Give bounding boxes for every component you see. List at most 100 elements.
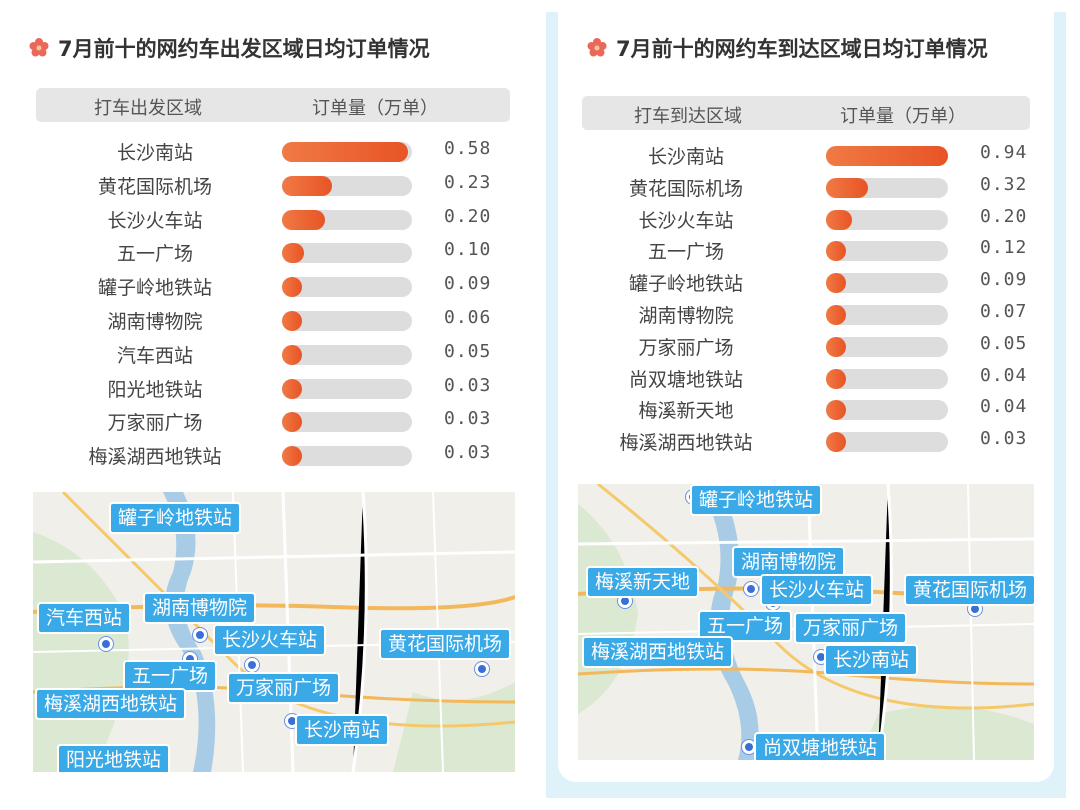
bar-value-label: 0.03 — [444, 408, 492, 430]
bar-value-label: 0.04 — [980, 364, 1028, 386]
bar-category-label: 五一广场 — [647, 241, 724, 264]
bar-category-label: 阳光地铁站 — [107, 378, 203, 401]
bar-track — [826, 146, 948, 166]
bar-row: 五一广场 0.10 — [60, 236, 510, 266]
bar-fill — [826, 241, 846, 262]
map-label: 梅溪新天地 — [586, 566, 700, 598]
bar-category-label: 罐子岭地铁站 — [97, 277, 212, 300]
bar-fill — [282, 446, 302, 467]
map-label: 罐子岭地铁站 — [690, 484, 823, 516]
bar-row: 梅溪湖西地铁站 0.03 — [60, 439, 510, 469]
bar-category-label: 梅溪湖西地铁站 — [88, 446, 222, 469]
map-label: 汽车西站 — [37, 602, 132, 634]
map-label: 湖南博物院 — [143, 592, 257, 624]
bar-row: 尚双塘地铁站 0.04 — [596, 362, 1026, 392]
bar-track — [282, 412, 412, 433]
map-label: 黄花国际机场 — [904, 574, 1034, 606]
bar-category-label: 罐子岭地铁站 — [628, 273, 743, 296]
bar-track — [282, 243, 412, 264]
bar-fill — [282, 344, 302, 365]
bar-fill — [826, 146, 948, 166]
bar-track — [282, 175, 412, 196]
bar-value-label: 0.32 — [980, 173, 1028, 195]
map-label: 梅溪湖西地铁站 — [35, 688, 187, 720]
bar-category-label: 梅溪湖西地铁站 — [619, 432, 753, 455]
bar-row: 罐子岭地铁站 0.09 — [596, 266, 1026, 296]
right-panel-card: 7月前十的网约车到达区域日均订单情况 打车到达区域 订单量（万单） 长沙南站 0.… — [558, 12, 1054, 782]
bar-fill — [282, 412, 302, 433]
bar-value-label: 0.03 — [980, 428, 1028, 450]
bar-category-label: 万家丽广场 — [638, 336, 734, 359]
bar-row: 阳光地铁站 0.03 — [60, 372, 510, 402]
bar-category-label: 梅溪新天地 — [638, 400, 734, 423]
map-label: 黄花国际机场 — [379, 628, 512, 660]
bar-fill — [826, 432, 846, 453]
bar-category-label: 长沙火车站 — [638, 209, 734, 232]
bar-category-label: 黄花国际机场 — [97, 175, 212, 198]
map-label: 长沙南站 — [295, 714, 390, 746]
bar-value-label: 0.12 — [980, 237, 1028, 259]
bar-fill — [282, 209, 326, 230]
bar-row: 长沙火车站 0.20 — [596, 203, 1026, 233]
bar-value-label: 0.04 — [980, 396, 1028, 418]
map-label: 尚双塘地铁站 — [754, 732, 887, 760]
bar-value-label: 0.05 — [980, 332, 1028, 354]
map-label: 万家丽广场 — [227, 672, 341, 704]
bar-row: 万家丽广场 0.03 — [60, 405, 510, 435]
bar-fill — [826, 400, 846, 421]
location-pin-icon — [99, 637, 113, 651]
bar-fill — [826, 305, 846, 325]
bar-category-label: 长沙火车站 — [107, 209, 203, 232]
left-header-orders: 订单量（万单） — [312, 98, 438, 119]
map-label: 万家丽广场 — [794, 612, 908, 644]
flower-icon — [29, 38, 49, 57]
right-table-header: 打车到达区域 订单量（万单） — [582, 96, 1030, 130]
bar-row: 罐子岭地铁站 0.09 — [60, 270, 510, 300]
bar-row: 长沙南站 0.58 — [60, 135, 510, 165]
bar-value-label: 0.03 — [444, 374, 492, 396]
bar-fill — [826, 368, 846, 389]
bar-value-label: 0.07 — [980, 301, 1028, 322]
right-panel: 7月前十的网约车到达区域日均订单情况 打车到达区域 订单量（万单） 长沙南站 0.… — [546, 12, 1066, 798]
bar-fill — [282, 142, 408, 162]
bar-value-label: 0.10 — [444, 239, 492, 261]
bar-value-label: 0.03 — [444, 442, 492, 464]
bar-row: 五一广场 0.12 — [596, 234, 1026, 264]
bar-value-label: 0.09 — [444, 273, 492, 295]
bar-track — [282, 277, 412, 298]
bar-track — [282, 378, 412, 399]
bar-track — [826, 400, 948, 421]
bar-value-label: 0.94 — [980, 142, 1028, 163]
location-pin-icon — [475, 662, 489, 676]
bar-track — [826, 177, 948, 198]
bar-value-label: 0.58 — [444, 138, 492, 159]
bar-fill — [282, 277, 302, 298]
right-header-orders: 订单量（万单） — [840, 106, 966, 127]
bar-track — [826, 241, 948, 262]
bar-value-label: 0.20 — [444, 205, 492, 227]
bar-category-label: 汽车西站 — [116, 344, 193, 367]
right-title: 7月前十的网约车到达区域日均订单情况 — [586, 33, 988, 63]
bar-value-label: 0.05 — [444, 340, 492, 362]
bar-row: 长沙火车站 0.20 — [60, 203, 510, 233]
bar-fill — [282, 311, 302, 331]
map-label: 阳光地铁站 — [57, 744, 171, 772]
bar-row: 湖南博物院 0.06 — [60, 304, 510, 334]
map-label: 长沙火车站 — [760, 574, 874, 606]
bar-category-label: 长沙南站 — [116, 142, 193, 164]
bar-track — [282, 446, 412, 467]
left-panel: 7月前十的网约车出发区域日均订单情况 打车出发区域 订单量（万单） 长沙南站 0.… — [29, 37, 515, 772]
bar-category-label: 万家丽广场 — [107, 412, 203, 435]
bar-row: 梅溪湖西地铁站 0.03 — [596, 425, 1026, 455]
left-table-header: 打车出发区域 订单量（万单） — [36, 88, 510, 122]
bar-track — [282, 344, 412, 365]
bar-row: 湖南博物院 0.07 — [596, 298, 1026, 328]
bar-fill — [282, 175, 332, 196]
bar-value-label: 0.06 — [444, 307, 492, 328]
bar-row: 梅溪新天地 0.04 — [596, 393, 1026, 423]
location-pin-icon — [245, 658, 259, 672]
right-header-area: 打车到达区域 — [634, 106, 742, 127]
bar-row: 长沙南站 0.94 — [596, 139, 1026, 169]
map-label: 五一广场 — [698, 610, 793, 642]
map-label: 梅溪湖西地铁站 — [582, 636, 734, 668]
